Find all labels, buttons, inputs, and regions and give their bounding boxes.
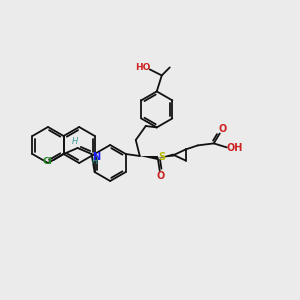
Text: O: O [157,171,165,181]
Text: S: S [158,152,165,162]
Text: OH: OH [226,143,243,153]
Text: H: H [92,157,98,166]
Text: HO: HO [135,63,151,72]
Text: H: H [71,136,78,146]
Text: N: N [92,152,100,162]
Text: Cl: Cl [43,157,52,166]
Polygon shape [158,154,174,158]
Polygon shape [140,156,158,160]
Text: O: O [219,124,227,134]
